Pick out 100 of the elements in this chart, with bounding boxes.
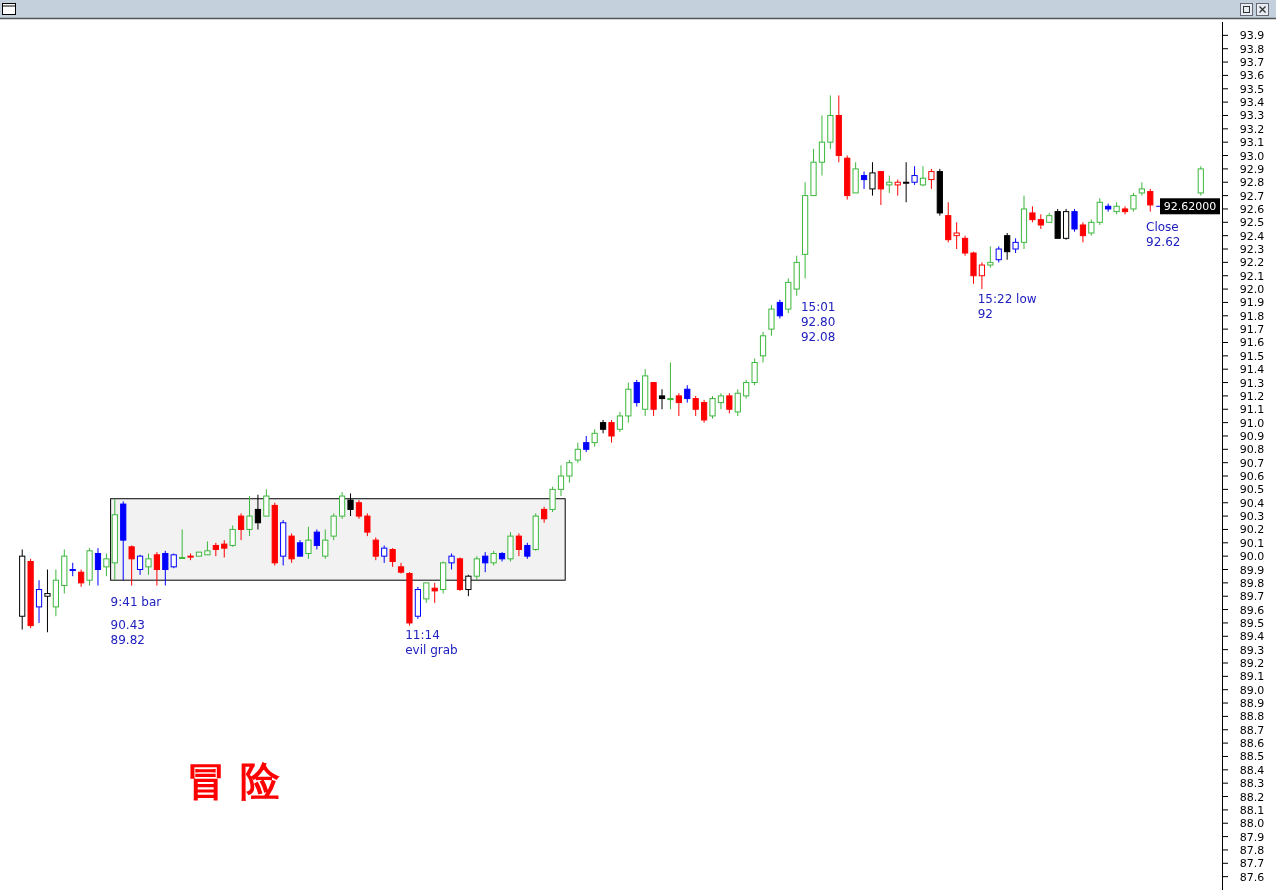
y-tick-label: 91.0 bbox=[1239, 416, 1265, 430]
candlestick bbox=[860, 171, 868, 190]
y-tick-label: 88.2 bbox=[1239, 790, 1265, 804]
annotation: 92.80 bbox=[800, 315, 836, 329]
candlestick bbox=[549, 486, 556, 513]
annotation: 15:22 low bbox=[977, 292, 1037, 306]
y-tick-label: 90.8 bbox=[1239, 443, 1265, 457]
y-tick-label: 87.6 bbox=[1239, 870, 1265, 884]
candlestick bbox=[288, 532, 295, 564]
y-tick-label: 93.0 bbox=[1239, 149, 1265, 163]
y-tick-label: 88.7 bbox=[1239, 723, 1265, 737]
y-tick-label: 88.9 bbox=[1239, 697, 1265, 711]
y-tick-label: 93.8 bbox=[1239, 42, 1265, 56]
candlestick bbox=[759, 331, 767, 364]
y-tick-label: 89.2 bbox=[1239, 656, 1265, 670]
y-tick-label: 88.0 bbox=[1239, 817, 1265, 831]
candlestick bbox=[818, 114, 826, 177]
candlestick bbox=[658, 388, 666, 410]
candlestick bbox=[423, 582, 430, 604]
y-tick-label: 91.5 bbox=[1239, 349, 1265, 363]
candlestick bbox=[35, 579, 43, 624]
candlestick bbox=[734, 388, 741, 417]
candlestick bbox=[1138, 181, 1145, 197]
candlestick bbox=[633, 379, 640, 408]
candlestick bbox=[246, 495, 253, 537]
candlestick bbox=[970, 251, 977, 285]
y-tick-label: 91.7 bbox=[1239, 323, 1265, 337]
y-tick-label: 90.0 bbox=[1239, 550, 1265, 564]
y-tick-label: 90.6 bbox=[1239, 470, 1265, 484]
y-tick-label: 89.4 bbox=[1239, 630, 1265, 644]
y-tick-label: 91.2 bbox=[1239, 389, 1265, 403]
y-tick-label: 88.4 bbox=[1239, 763, 1265, 777]
candlestick bbox=[667, 362, 674, 410]
candlestick bbox=[574, 442, 581, 464]
candlestick bbox=[717, 392, 725, 410]
candlestick bbox=[254, 494, 262, 530]
candlestick bbox=[709, 395, 716, 420]
y-tick-label: 90.4 bbox=[1239, 496, 1265, 510]
y-tick-label: 93.6 bbox=[1239, 69, 1265, 83]
y-tick-label: 93.2 bbox=[1239, 122, 1265, 136]
candlestick bbox=[987, 245, 994, 269]
y-tick-label: 93.5 bbox=[1239, 82, 1265, 96]
annotation: Close bbox=[1146, 220, 1179, 234]
candlestick bbox=[305, 526, 312, 560]
y-tick-label: 89.0 bbox=[1239, 683, 1265, 697]
y-tick-label: 92.9 bbox=[1239, 162, 1265, 176]
y-tick-label: 87.9 bbox=[1239, 830, 1265, 844]
candlestick bbox=[877, 171, 884, 206]
y-tick-label: 89.3 bbox=[1239, 643, 1265, 657]
candlestick bbox=[1004, 232, 1011, 261]
candlestick bbox=[903, 161, 910, 203]
y-tick-label: 92.0 bbox=[1239, 283, 1265, 297]
candlestick bbox=[145, 552, 152, 576]
y-tick-label: 91.6 bbox=[1239, 336, 1265, 350]
y-tick-label: 93.7 bbox=[1239, 56, 1265, 70]
y-tick-label: 87.7 bbox=[1239, 857, 1265, 871]
y-tick-label: 90.2 bbox=[1239, 523, 1265, 537]
y-tick-label: 93.4 bbox=[1239, 96, 1265, 110]
candlestick bbox=[128, 544, 135, 587]
y-tick-label: 92.4 bbox=[1239, 229, 1265, 243]
candlestick bbox=[330, 512, 337, 541]
candlestick bbox=[1096, 197, 1103, 226]
candlestick bbox=[911, 165, 918, 186]
annotation: 89.82 bbox=[110, 633, 145, 647]
annotation: 11:14 bbox=[405, 628, 440, 642]
y-tick-label: 92.2 bbox=[1239, 256, 1265, 270]
candlestick bbox=[355, 499, 363, 520]
candlestick bbox=[347, 492, 354, 517]
candlestick bbox=[389, 547, 396, 568]
y-tick-label: 92.1 bbox=[1239, 269, 1265, 283]
candlestick bbox=[751, 358, 758, 386]
y-tick-label: 90.3 bbox=[1239, 510, 1265, 524]
annotation: 9:41 bar bbox=[110, 595, 162, 609]
y-tick-label: 93.3 bbox=[1239, 109, 1265, 123]
candlestick bbox=[103, 552, 110, 577]
candlestick bbox=[566, 459, 573, 484]
candlestick bbox=[961, 235, 969, 257]
candlestick bbox=[776, 299, 783, 319]
annotation: 92.08 bbox=[800, 330, 836, 344]
y-tick-label: 93.9 bbox=[1239, 29, 1265, 43]
candlestick bbox=[153, 551, 161, 587]
annotation: 冒险 bbox=[186, 757, 295, 804]
y-tick-label: 89.1 bbox=[1239, 670, 1265, 684]
candlestick bbox=[179, 528, 186, 559]
y-tick-label: 89.5 bbox=[1239, 616, 1265, 630]
annotation: evil grab bbox=[405, 643, 458, 657]
candlestick bbox=[313, 528, 320, 550]
candlestick bbox=[1121, 205, 1129, 215]
y-tick-label: 88.3 bbox=[1239, 777, 1265, 791]
candlestick bbox=[465, 574, 472, 597]
candlestick bbox=[978, 261, 986, 290]
y-tick-label: 87.8 bbox=[1239, 843, 1265, 857]
candlestick bbox=[1130, 192, 1137, 213]
candlestick bbox=[1147, 188, 1154, 213]
candlestick bbox=[953, 221, 960, 250]
annotation: 92 bbox=[977, 307, 993, 321]
candlestick bbox=[136, 554, 144, 576]
candlestick bbox=[473, 555, 480, 581]
y-tick-label: 91.4 bbox=[1239, 363, 1265, 377]
y-tick-label: 89.6 bbox=[1239, 603, 1265, 617]
